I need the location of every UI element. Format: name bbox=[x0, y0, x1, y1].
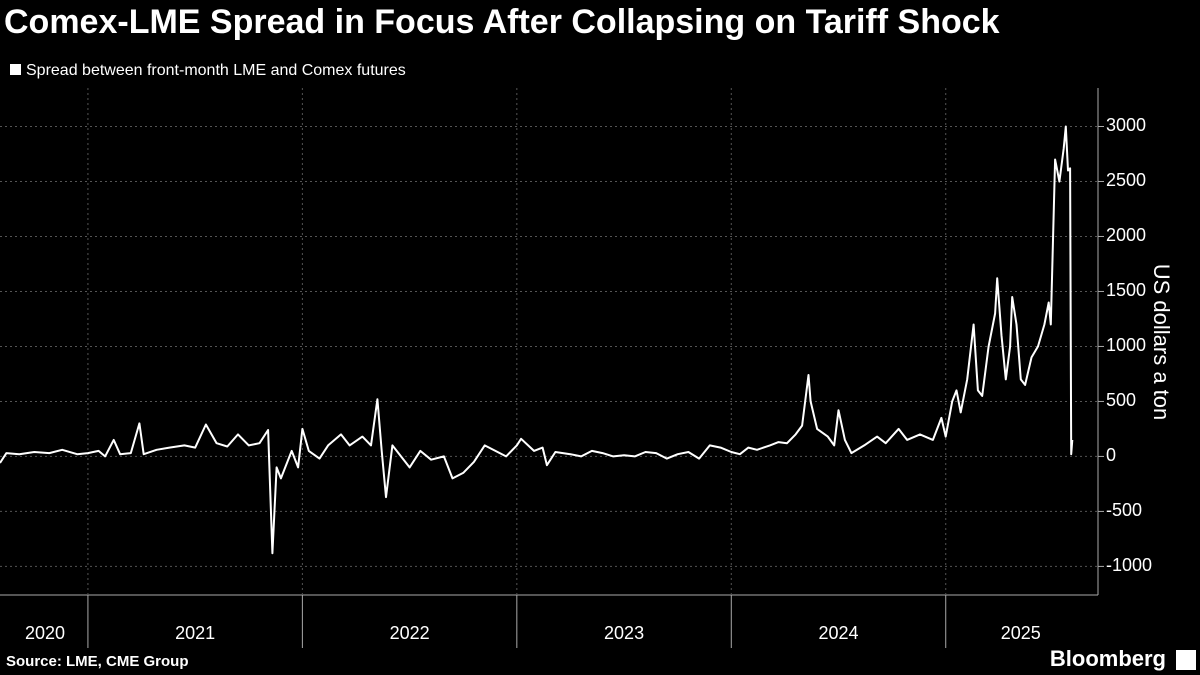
x-tick-label: 2025 bbox=[1001, 623, 1041, 643]
brand: Bloomberg bbox=[1050, 646, 1166, 671]
line bbox=[0, 125, 1074, 555]
chart-title: Comex-LME Spread in Focus After Collapsi… bbox=[4, 3, 1000, 41]
y-tick-label: 500 bbox=[1106, 390, 1136, 410]
legend-swatch bbox=[10, 64, 21, 75]
y-tick-label: 3000 bbox=[1106, 115, 1146, 135]
x-tick-label: 2023 bbox=[604, 623, 644, 643]
x-tick-label: 2020 bbox=[25, 623, 65, 643]
y-tick-label: 1000 bbox=[1106, 335, 1146, 355]
legend-label: Spread between front-month LME and Comex… bbox=[26, 62, 406, 79]
x-tick-label: 2022 bbox=[390, 623, 430, 643]
y-tick-label: 1500 bbox=[1106, 280, 1146, 300]
source: Source: LME, CME Group bbox=[6, 653, 189, 670]
y-tick-label: -1000 bbox=[1106, 555, 1152, 575]
x-tick-label: 2024 bbox=[818, 623, 858, 643]
x-tick-label: 2021 bbox=[175, 623, 215, 643]
y-tick-label: 0 bbox=[1106, 445, 1116, 465]
y-tick-label: 2500 bbox=[1106, 170, 1146, 190]
y-tick-label: 2000 bbox=[1106, 225, 1146, 245]
brand-icon bbox=[1176, 650, 1196, 670]
y-axis-label: US dollars a ton bbox=[1149, 264, 1174, 421]
y-tick-label: -500 bbox=[1106, 500, 1142, 520]
